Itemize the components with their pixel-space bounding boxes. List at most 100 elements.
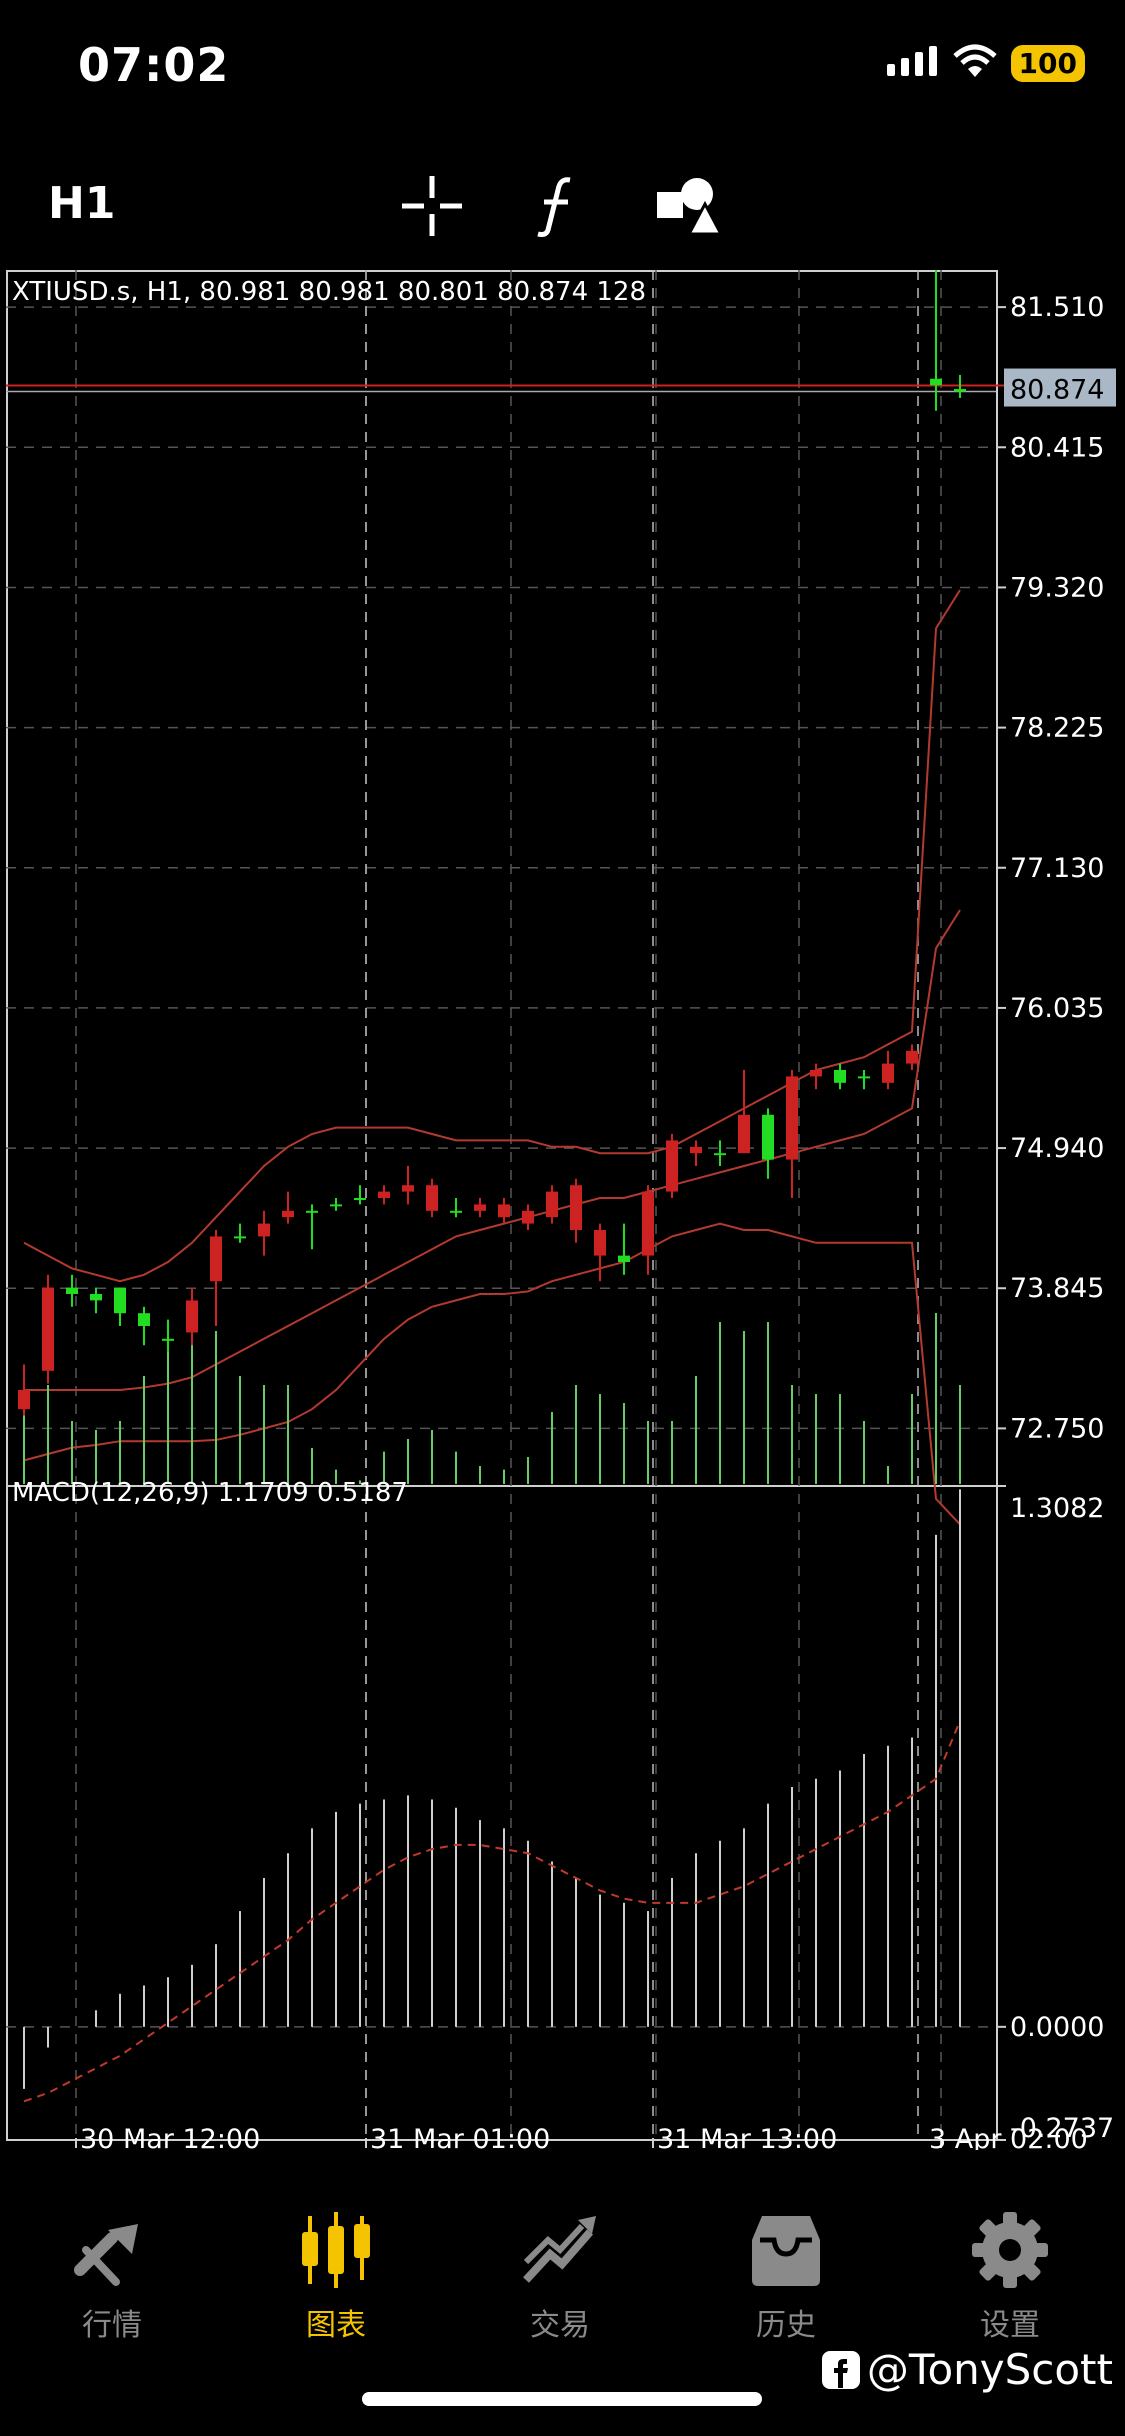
macd-label: -0.2737 — [1010, 2113, 1114, 2144]
chart-tab-icon — [302, 2212, 370, 2288]
status-time: 07:02 — [78, 38, 230, 92]
candle-body — [18, 1390, 30, 1410]
tab-chart[interactable]: 图表 — [246, 2210, 426, 2350]
bollinger-bands — [23, 589, 961, 1526]
current-price-label: 80.874 — [1010, 375, 1104, 406]
price-label: 81.510 — [1010, 292, 1104, 323]
candle-body — [114, 1287, 126, 1314]
candle-body — [930, 378, 942, 386]
chart-info: XTIUSD.s, H1, 80.981 80.981 80.801 80.87… — [12, 277, 646, 307]
candle-body — [762, 1114, 774, 1160]
crosshair-icon[interactable] — [392, 166, 472, 246]
tab-label: 交易 — [530, 2308, 590, 2343]
timeframe-button[interactable]: H1 — [48, 178, 116, 229]
indicators-icon[interactable] — [518, 166, 598, 246]
macd-signal-line — [23, 1720, 961, 2103]
candle-body — [234, 1236, 246, 1239]
candle-body — [546, 1191, 558, 1218]
watermark: @TonyScott — [821, 2345, 1113, 2394]
macd-info: MACD(12,26,9) 1.1709 0.5187 — [12, 1478, 408, 1508]
volume-bars — [23, 1313, 961, 1484]
candle-body — [498, 1204, 510, 1218]
watermark-text: @TonyScott — [866, 2345, 1113, 2394]
candle-body — [330, 1204, 342, 1207]
current-price-box — [1004, 368, 1116, 407]
candle-body — [834, 1070, 846, 1083]
candle-body — [906, 1050, 918, 1064]
candle-body — [450, 1210, 462, 1213]
time-label: 30 Mar 12:00 — [80, 2124, 260, 2150]
chart-grid — [6, 270, 1096, 2141]
candle-body — [522, 1210, 534, 1224]
candle-body — [882, 1063, 894, 1083]
candle-body — [66, 1287, 78, 1294]
candle-body — [306, 1210, 318, 1213]
status-bar: 07:02 100 — [0, 0, 1125, 140]
macd-indicator — [6, 1485, 1006, 2141]
chart-canvas[interactable]: 81.510 80.415 79.320 78.225 77.130 76.035 74.9… — [6, 270, 1121, 2155]
quotes-icon — [74, 2224, 138, 2286]
price-label: 74.940 — [1010, 1133, 1104, 1164]
chart-frame — [6, 270, 998, 2141]
candle-body — [570, 1185, 582, 1230]
candle-body — [714, 1153, 726, 1156]
candle-body — [138, 1313, 150, 1326]
candle-body — [954, 389, 966, 392]
objects-icon[interactable] — [648, 166, 728, 246]
axis-labels: 81.510 80.415 79.320 78.225 77.130 76.035 74.9… — [75, 292, 1116, 2155]
gear-icon — [972, 2212, 1048, 2288]
candle-body — [810, 1070, 822, 1077]
price-label: 80.415 — [1010, 432, 1104, 463]
candle-body — [426, 1185, 438, 1211]
candle-body — [42, 1287, 54, 1371]
signal-icon — [886, 46, 939, 80]
candle-body — [642, 1191, 654, 1256]
candle-body — [162, 1338, 174, 1341]
candle-body — [258, 1223, 270, 1237]
tab-history[interactable]: 历史 — [696, 2210, 876, 2350]
candle-body — [474, 1204, 486, 1211]
tab-label: 行情 — [82, 2308, 142, 2343]
candle-body — [210, 1236, 222, 1282]
price-label: 79.320 — [1010, 572, 1104, 603]
candle-body — [618, 1255, 630, 1262]
time-label: 31 Mar 13:00 — [657, 2124, 837, 2150]
tab-trade[interactable]: 交易 — [470, 2210, 650, 2350]
tab-label: 图表 — [306, 2308, 366, 2343]
history-icon — [752, 2216, 820, 2286]
time-label: 3 Apr 02:00 — [929, 2124, 1088, 2150]
tab-label: 历史 — [756, 2308, 816, 2343]
candle-body — [186, 1300, 198, 1333]
bb-middle-line — [24, 909, 961, 1391]
tab-quotes[interactable]: 行情 — [22, 2210, 202, 2350]
candle-body — [666, 1140, 678, 1192]
tab-settings[interactable]: 设置 — [920, 2210, 1100, 2350]
tab-label: 设置 — [980, 2308, 1040, 2343]
bb-upper-line — [23, 589, 961, 1283]
price-label: 73.845 — [1010, 1273, 1104, 1304]
chart-toolbar: H1 — [0, 150, 1125, 280]
candle-body — [594, 1230, 606, 1256]
price-label: 72.750 — [1010, 1413, 1104, 1444]
tab-bar: 行情 图表 交易 历史 — [0, 2190, 1125, 2360]
price-chart[interactable]: 81.510 80.415 79.320 78.225 77.130 76.035 74.9… — [6, 270, 1121, 2155]
status-icons: 100 — [886, 44, 1085, 82]
price-label: 78.225 — [1010, 713, 1104, 744]
candle-body — [90, 1294, 102, 1301]
facebook-icon — [821, 2350, 860, 2389]
macd-label: 1.3082 — [1010, 1493, 1104, 1524]
candle-body — [402, 1185, 414, 1192]
candle-body — [354, 1198, 366, 1200]
candle-body — [690, 1146, 702, 1154]
battery-icon: 100 — [1010, 44, 1085, 82]
candle-body — [282, 1210, 294, 1218]
time-label: 31 Mar 01:00 — [370, 2124, 550, 2150]
trade-icon — [523, 2216, 596, 2283]
price-label: 76.035 — [1010, 993, 1104, 1024]
bb-lower-line — [23, 1222, 961, 1526]
wifi-icon — [952, 44, 997, 82]
candle-body — [858, 1076, 870, 1079]
candle-body — [786, 1076, 798, 1160]
home-indicator[interactable] — [362, 2392, 762, 2406]
candles — [18, 270, 966, 1416]
